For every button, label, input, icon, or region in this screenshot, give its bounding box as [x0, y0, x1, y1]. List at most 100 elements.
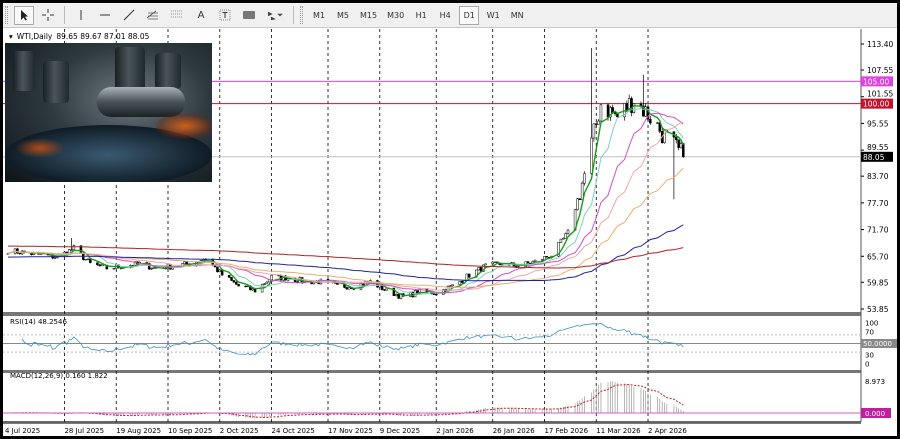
date-tick: 2 Oct 2025	[220, 427, 259, 435]
candle-body	[100, 264, 104, 267]
toolbar-grip[interactable]	[300, 6, 303, 24]
price-tick: 53.85	[867, 305, 889, 314]
candle-body	[467, 273, 471, 278]
candle-body	[595, 123, 598, 125]
fibonacci-button[interactable]	[143, 6, 163, 25]
macd-tick: 8.973	[865, 378, 885, 386]
macd-tick: 0.000	[865, 410, 885, 418]
price-tick: 65.70	[867, 252, 889, 261]
candle-body	[451, 284, 454, 287]
text-icon: A	[197, 9, 205, 21]
candle-body	[152, 267, 156, 269]
date-tick: 4 Jul 2025	[5, 427, 40, 435]
date-tick: 9 Dec 2025	[380, 427, 420, 435]
candle-body	[484, 263, 487, 266]
candle-body	[112, 268, 116, 270]
candle-body	[540, 259, 544, 261]
candle-body	[18, 252, 22, 255]
current-price-text: 88.05	[863, 153, 885, 162]
text-button[interactable]: A	[191, 6, 211, 25]
macd-zero-tag	[861, 408, 891, 418]
candle-body	[625, 103, 629, 111]
crosshair-button[interactable]	[38, 6, 58, 25]
candle-body	[234, 281, 238, 285]
price-chart[interactable]: 113.40 107.55 101.55 95.55 89.55 83.70 77.70 71…	[3, 29, 897, 436]
symbol-label: WTI,Daily	[16, 32, 53, 41]
candle-body	[491, 261, 494, 265]
timeframe-mn[interactable]: MN	[510, 10, 524, 20]
vertical-line-icon	[80, 10, 82, 20]
barrel-shape	[115, 47, 145, 91]
candle-body	[105, 264, 109, 270]
collapse-arrow-icon[interactable]: ▾	[9, 32, 13, 41]
candle-body	[150, 268, 153, 270]
candle-body	[263, 283, 266, 285]
price-tick: 71.70	[867, 226, 889, 235]
channel-button[interactable]	[167, 6, 187, 25]
timeframe-m30[interactable]: M30	[387, 10, 405, 20]
date-tick: 11 Mar 2026	[596, 427, 641, 435]
candle-body	[656, 122, 659, 124]
puddle-shape	[15, 138, 65, 158]
rsi-tick: 0	[865, 361, 869, 369]
candle-body	[533, 259, 537, 262]
candle-body	[216, 266, 219, 273]
timeframe-w1[interactable]: W1	[486, 10, 500, 20]
trendline-button[interactable]	[119, 6, 139, 25]
toolbar-grip[interactable]	[5, 6, 8, 24]
timeframe-m5[interactable]: M5	[337, 10, 349, 20]
barrel-shape	[155, 53, 181, 89]
level-tag-text: 100.00	[863, 100, 889, 109]
candle-body	[578, 198, 582, 201]
candle-body	[682, 143, 685, 158]
rectangle-button[interactable]	[239, 6, 259, 25]
candle-body	[218, 269, 222, 273]
candle-body	[609, 107, 612, 118]
level-tag	[861, 98, 893, 109]
cursor-button[interactable]	[14, 5, 34, 25]
candle-body	[230, 277, 233, 281]
vertical-line-button[interactable]	[71, 6, 91, 25]
candle-body	[630, 98, 633, 113]
moving-average-100	[7, 224, 684, 282]
date-tick: 28 Jul 2025	[64, 427, 104, 435]
price-tick: 77.70	[867, 199, 889, 208]
candle-body	[458, 281, 462, 285]
candle-body	[599, 104, 603, 122]
barrel-shape	[43, 61, 69, 103]
candle-body	[347, 287, 351, 290]
timeframe-m15[interactable]: M15	[360, 10, 378, 20]
candle-body	[432, 293, 436, 295]
chart-header: ▾ WTI,Daily 89.65 89.67 87.01 88.05	[9, 32, 149, 41]
date-tick: 2 Apr 2026	[648, 427, 687, 435]
macd-signal-line	[7, 384, 684, 418]
puddle-shape	[155, 113, 212, 139]
arrows-button[interactable]	[263, 6, 287, 25]
candle-body	[564, 233, 567, 239]
candle-body	[72, 245, 76, 250]
text-label-button[interactable]	[215, 6, 235, 25]
toolbar-separator	[293, 6, 294, 24]
horizontal-line-button[interactable]	[95, 6, 115, 25]
candle-body	[493, 261, 497, 263]
timeframe-h1[interactable]: H1	[415, 10, 427, 20]
timeframe-h4[interactable]: H4	[439, 10, 451, 20]
candle-body	[53, 257, 57, 259]
rsi-tick: 70	[865, 328, 874, 336]
macd-label: MACD(12,26,9) 0.160 1.822	[10, 372, 108, 380]
candle-body	[232, 280, 236, 283]
candle-body	[251, 288, 254, 291]
rsi-tick: 100	[865, 320, 878, 328]
candle-body	[345, 287, 349, 290]
candle-body	[383, 289, 386, 291]
moving-average-200	[8, 245, 684, 269]
timeframe-group: M1 M5 M15 M30 H1 H4 D1 W1 MN	[307, 5, 529, 25]
timeframe-d1[interactable]: D1	[459, 5, 480, 25]
timeframe-m1[interactable]: M1	[313, 10, 325, 20]
candle-body	[580, 182, 584, 201]
candle-body	[576, 198, 579, 211]
candle-body	[244, 285, 247, 288]
candle-body	[98, 264, 102, 267]
candle-body	[449, 285, 452, 287]
candle-body	[392, 287, 396, 297]
